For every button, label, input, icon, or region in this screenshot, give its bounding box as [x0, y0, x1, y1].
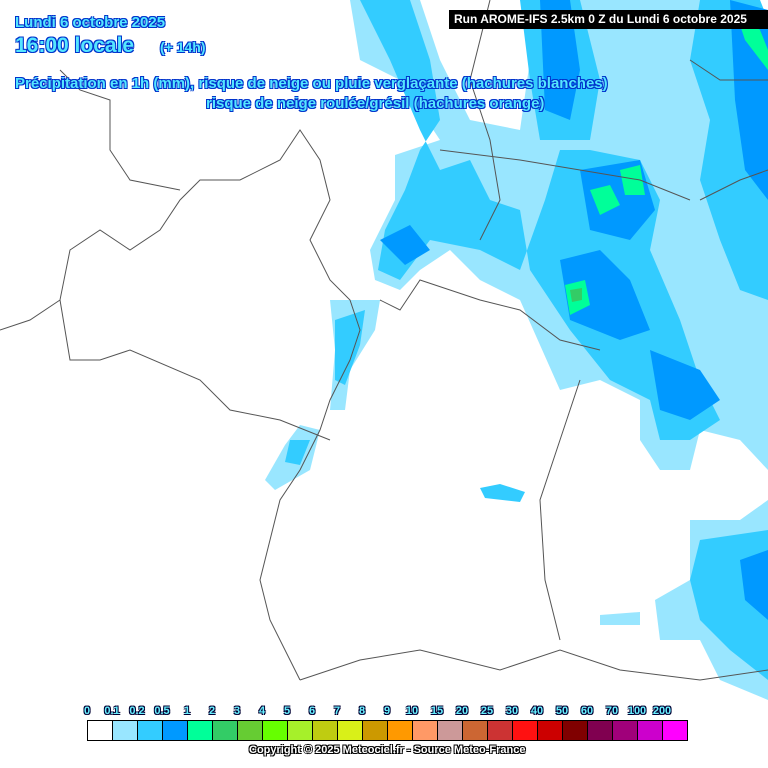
legend-label: 6	[308, 705, 316, 717]
precipitation-areas	[265, 0, 768, 700]
legend-label: 0.5	[154, 705, 170, 717]
legend-swatch	[438, 721, 463, 740]
legend-swatch	[88, 721, 113, 740]
legend-label: 60	[580, 705, 594, 717]
legend-label: 70	[605, 705, 619, 717]
legend-label: 0.2	[129, 705, 145, 717]
legend-label: 5	[283, 705, 291, 717]
legend-swatch	[488, 721, 513, 740]
legend-swatch	[313, 721, 338, 740]
map-description: Précipitation en 1h (mm), risque de neig…	[15, 75, 608, 92]
legend-swatch	[138, 721, 163, 740]
lead-time: (+ 14h)	[160, 39, 206, 55]
legend-label: 8	[358, 705, 366, 717]
legend-swatch	[538, 721, 563, 740]
legend-swatch	[388, 721, 413, 740]
legend-swatch	[238, 721, 263, 740]
legend-label: 3	[233, 705, 241, 717]
legend-label: 0	[83, 705, 91, 717]
legend-label: 40	[530, 705, 544, 717]
legend-label: 50	[555, 705, 569, 717]
legend-label: 100	[627, 705, 647, 717]
legend-swatch	[263, 721, 288, 740]
legend-label: 0.1	[104, 705, 120, 717]
legend-swatch	[363, 721, 388, 740]
forecast-time: 16:00 locale	[15, 34, 135, 57]
legend-swatch	[463, 721, 488, 740]
legend-swatch	[563, 721, 588, 740]
legend-swatch	[588, 721, 613, 740]
model-run-label: Run AROME-IFS 2.5km 0 Z du Lundi 6 octob…	[449, 10, 768, 29]
legend-swatch	[513, 721, 538, 740]
legend-label: 15	[430, 705, 444, 717]
forecast-date: Lundi 6 octobre 2025	[15, 14, 166, 31]
legend-swatch	[613, 721, 638, 740]
legend-label: 20	[455, 705, 469, 717]
legend-label: 200	[652, 705, 672, 717]
legend-label: 1	[183, 705, 191, 717]
legend-label: 30	[505, 705, 519, 717]
legend-label: 10	[405, 705, 419, 717]
legend-swatch	[163, 721, 188, 740]
copyright: Copyright © 2025 Meteociel.fr - Source M…	[249, 744, 526, 756]
legend-label: 9	[383, 705, 391, 717]
legend-label: 2	[208, 705, 216, 717]
borders	[0, 0, 768, 681]
legend-swatch	[288, 721, 313, 740]
legend-swatch	[663, 721, 687, 740]
legend-label: 25	[480, 705, 494, 717]
legend-label: 7	[333, 705, 341, 717]
map-description-2: risque de neige roulée/grésil (hachures …	[206, 95, 545, 112]
legend-swatch	[413, 721, 438, 740]
legend-swatch	[213, 721, 238, 740]
legend-swatch	[338, 721, 363, 740]
legend-swatch	[638, 721, 663, 740]
legend-label: 4	[258, 705, 266, 717]
legend-swatch	[188, 721, 213, 740]
legend-swatch	[113, 721, 138, 740]
